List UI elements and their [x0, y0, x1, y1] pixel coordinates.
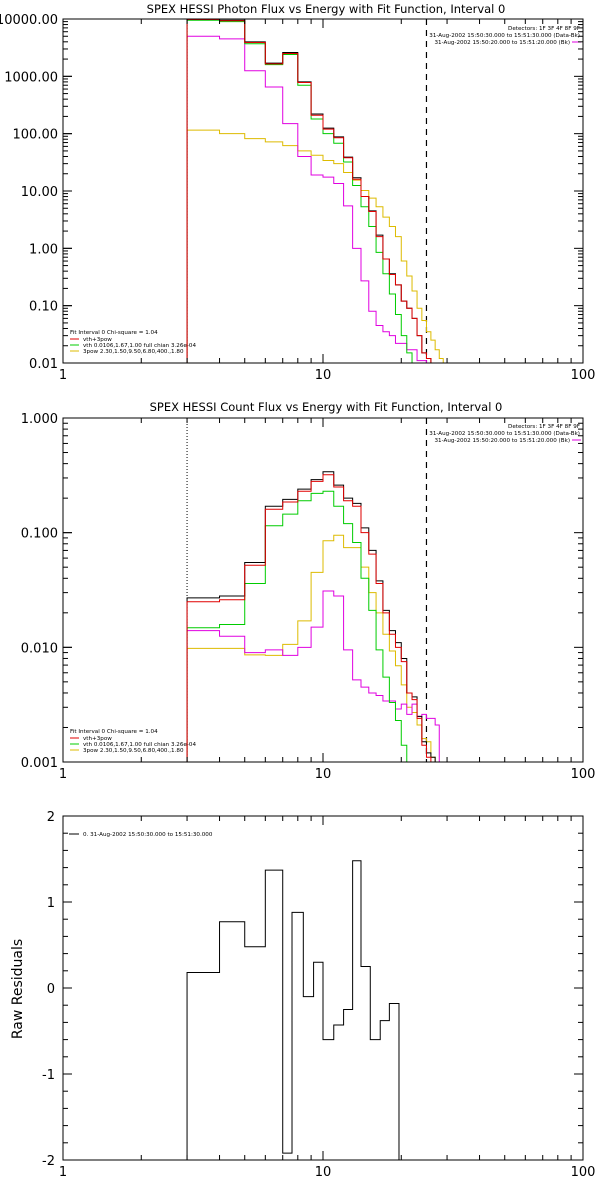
photon-plot-frame: [62, 18, 584, 364]
count-legend-item-1: vth 0.0106,1.67,1.00 full chian 3.26e-04: [83, 742, 196, 748]
count-x-tick-label: 10: [315, 767, 332, 782]
count-plot-frame: [62, 417, 584, 763]
count-legend-data-interval: 31-Aug-2002 15:50:30.000 to 15:51:30.000…: [429, 431, 580, 437]
photon-chart-title: SPEX HESSI Photon Flux vs Energy with Fi…: [147, 2, 506, 16]
photon-legend-fit-title: Fit Interval 0 Chi-square = 1.04: [70, 330, 158, 336]
photon-y-tick-label: 100.00: [13, 128, 59, 143]
count-y-tick-label: 0.010: [21, 641, 58, 656]
count-chart-title: SPEX HESSI Count Flux vs Energy with Fit…: [150, 400, 503, 414]
residuals-y-tick-label: 2: [47, 810, 55, 825]
residuals-y-tick-label: 1: [47, 896, 55, 911]
residuals-legend-item: 0. 31-Aug-2002 15:50:30.000 to 15:51:30.…: [83, 832, 213, 838]
photon-series-0: [186, 19, 436, 363]
photon-legend-detectors: Detectors: 1F 3F 4F 8F 9F: [508, 26, 580, 32]
photon-y-tick-label: 0.01: [29, 357, 58, 372]
count-legend-bk-interval: 31-Aug-2002 15:50:20.000 to 15:51:20.000…: [434, 438, 570, 444]
photon-series-3: [186, 35, 432, 363]
photon-x-tick-label: 10: [315, 368, 332, 383]
residuals-y-tick-label: 0: [47, 982, 55, 997]
count-series-2: [186, 490, 413, 762]
photon-y-tick-label: 0.10: [29, 300, 58, 315]
residuals-x-tick-label: 100: [571, 1165, 596, 1180]
count-x-tick-label: 1: [59, 767, 67, 782]
count-legend-detectors: Detectors: 1F 3F 4F 8F 9F: [508, 424, 580, 430]
residuals-legend: 0. 31-Aug-2002 15:50:30.000 to 15:51:30.…: [69, 832, 213, 838]
count-series-4: [186, 534, 444, 762]
photon-legend-item-0: vth+3pow: [83, 337, 112, 343]
count-y-tick-label: 0.100: [21, 527, 58, 542]
count-legend-fit-title: Fit Interval 0 Chi-square = 1.04: [70, 729, 158, 735]
count-y-tick-label: 1.000: [21, 412, 58, 427]
photon-legend-item-1: vth 0.0106,1.67,1.00 full chian 3.26e-04: [83, 343, 196, 349]
count-legend-item-0: vth+3pow: [83, 736, 112, 742]
residuals-panel: Raw Residuals 0. 31-Aug-2002 15:50:30.00…: [10, 810, 595, 1180]
residuals-series-0: [186, 860, 400, 1160]
photon-flux-panel: SPEX HESSI Photon Flux vs Energy with Fi…: [0, 2, 595, 383]
residuals-x-tick-label: 10: [315, 1165, 332, 1180]
count-legend-top: Detectors: 1F 3F 4F 8F 9F 31-Aug-2002 15…: [429, 424, 581, 444]
residuals-y-tick-label: -1: [42, 1068, 55, 1083]
photon-series-2: [186, 19, 418, 363]
photon-x-tick-label: 100: [571, 368, 596, 383]
photon-y-tick-label: 10.00: [21, 185, 58, 200]
count-y-tick-label: 0.001: [21, 756, 58, 771]
photon-y-tick-label: 1000.00: [4, 70, 58, 85]
count-series-1: [186, 474, 436, 762]
count-flux-panel: SPEX HESSI Count Flux vs Energy with Fit…: [21, 400, 596, 782]
photon-legend-bk-interval: 31-Aug-2002 15:50:20.000 to 15:51:20.000…: [434, 40, 570, 46]
residuals-y-tick-label: -2: [42, 1154, 55, 1169]
photon-x-tick-label: 1: [59, 368, 67, 383]
photon-legend-top: Detectors: 1F 3F 4F 8F 9F 31-Aug-2002 15…: [429, 26, 581, 46]
photon-series-4: [186, 129, 448, 363]
residuals-y-axis-label: Raw Residuals: [10, 939, 26, 1039]
photon-legend-bottom: Fit Interval 0 Chi-square = 1.04 vth+3po…: [70, 330, 196, 355]
photon-legend-data-interval: 31-Aug-2002 15:50:30.000 to 15:51:30.000…: [429, 33, 580, 39]
photon-legend-item-2: 3pow 2.30,1.50,9.50,6.80,400.,1.80: [83, 349, 184, 355]
count-legend-bottom: Fit Interval 0 Chi-square = 1.04 vth+3po…: [70, 729, 196, 754]
photon-series-1: [186, 19, 436, 363]
count-x-tick-label: 100: [571, 767, 596, 782]
photon-y-tick-label: 10000.00: [0, 13, 58, 28]
residuals-x-tick-label: 1: [59, 1165, 67, 1180]
count-legend-item-2: 3pow 2.30,1.50,9.50,6.80,400.,1.80: [83, 748, 184, 754]
photon-y-tick-label: 1.00: [29, 242, 58, 257]
